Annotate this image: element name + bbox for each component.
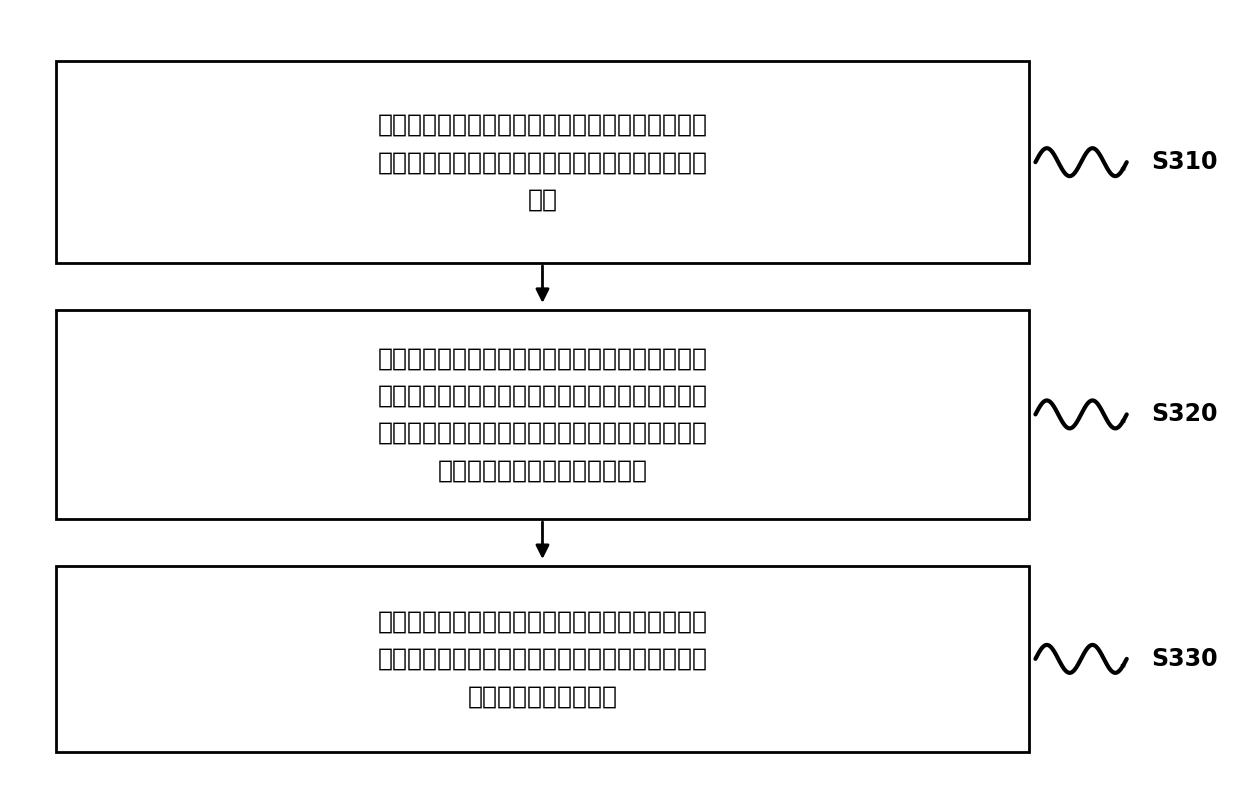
Text: S320: S320 [1151,402,1218,427]
FancyBboxPatch shape [56,310,1029,519]
Text: S310: S310 [1151,150,1218,174]
Text: 获取目标对象的观测数据，并根据所述观测数据计
算出用于对所述目标对象进行定位的多个原始矩阵
参数: 获取目标对象的观测数据，并根据所述观测数据计 算出用于对所述目标对象进行定位的多… [377,113,708,212]
FancyBboxPatch shape [56,566,1029,752]
FancyBboxPatch shape [56,62,1029,263]
Text: 根据所述原始矩阵参数以及预设计算规则计算出用
于消除小数周偏差影响的多个定位矩阵参数，所述
定位矩阵参数包括单差计算后的宽巷模糊度以及所
述单差计算后的第三协方: 根据所述原始矩阵参数以及预设计算规则计算出用 于消除小数周偏差影响的多个定位矩阵… [377,347,708,483]
Text: S330: S330 [1151,647,1218,671]
Text: 基于所述单差计算后的宽巷模糊度以及所述单差计
算后的第三协方差矩阵，通过预设计算公式计算得
到固定后的窄巷模糊度: 基于所述单差计算后的宽巷模糊度以及所述单差计 算后的第三协方差矩阵，通过预设计算… [377,610,708,708]
